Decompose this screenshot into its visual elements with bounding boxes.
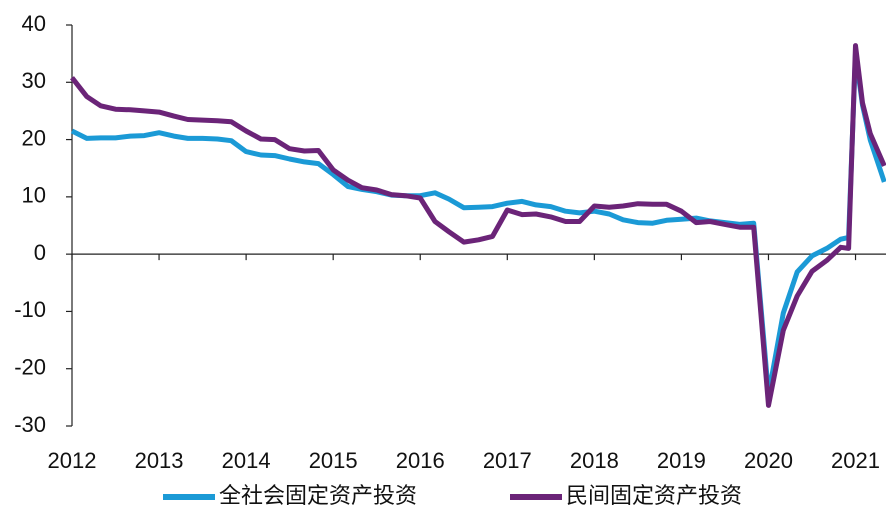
y-tick-label: 10 (22, 183, 46, 208)
legend-label: 民间固定资产投资 (566, 483, 742, 508)
y-tick-label: 0 (34, 240, 46, 265)
y-tick-label: 40 (22, 11, 46, 36)
x-tick-label: 2014 (222, 448, 271, 473)
x-tick-label: 2020 (744, 448, 793, 473)
x-tick-label: 2013 (135, 448, 184, 473)
x-tick-label: 2021 (831, 448, 880, 473)
series-line (70, 43, 886, 408)
legend-label: 全社会固定资产投资 (219, 483, 417, 508)
y-tick-label: -20 (14, 355, 46, 380)
y-tick-label: -30 (14, 412, 46, 437)
x-tick-label: 2017 (483, 448, 532, 473)
x-tick-label: 2019 (657, 448, 706, 473)
series-line (70, 51, 886, 397)
x-tick-label: 2015 (309, 448, 358, 473)
x-tick-label: 2016 (396, 448, 445, 473)
x-tick-label: 2012 (48, 448, 97, 473)
y-tick-label: 20 (22, 125, 46, 150)
y-tick-label: -10 (14, 297, 46, 322)
y-tick-label: 30 (22, 68, 46, 93)
x-tick-label: 2018 (570, 448, 619, 473)
